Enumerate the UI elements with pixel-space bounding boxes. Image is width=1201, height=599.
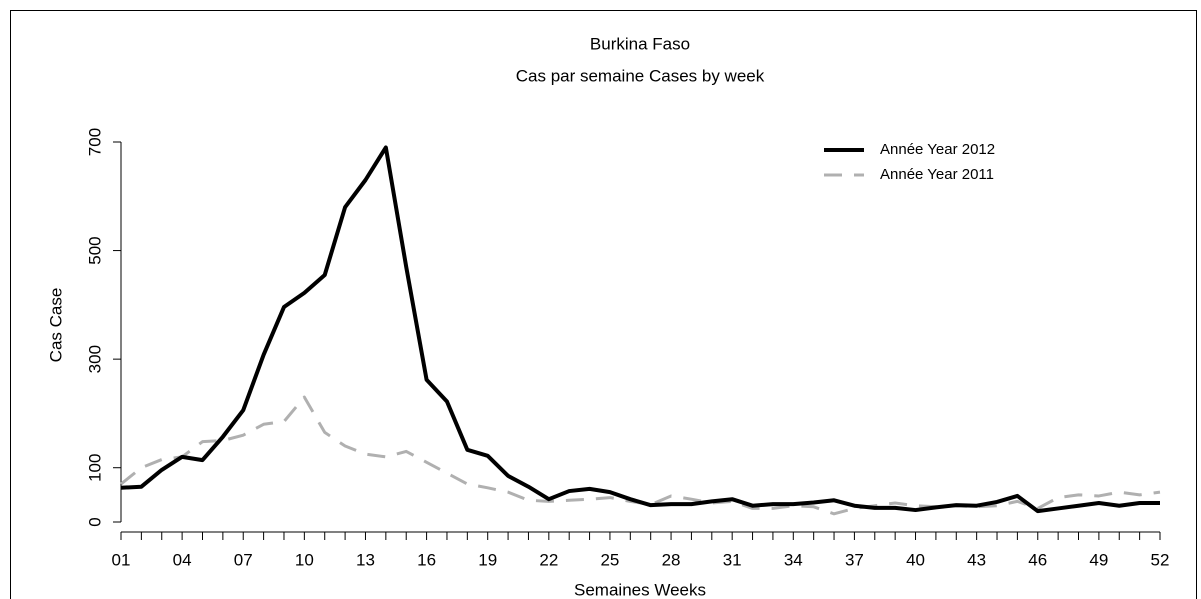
x-tick-label: 04 — [173, 550, 192, 569]
y-tick-label: 0 — [85, 517, 104, 526]
x-tick-label: 07 — [234, 550, 253, 569]
legend-label: Année Year 2011 — [880, 166, 994, 183]
y-tick-label: 500 — [85, 236, 104, 264]
x-tick-label: 46 — [1028, 550, 1047, 569]
x-tick-label: 19 — [478, 550, 497, 569]
y-axis-label: Cas Case — [46, 288, 65, 363]
series-line — [120, 145, 1160, 514]
series-line — [120, 395, 1161, 516]
x-tick-label: 13 — [356, 550, 375, 569]
chart-subtitle: Cas par semaine Cases by week — [516, 66, 765, 85]
x-tick-label: 16 — [417, 550, 436, 569]
y-tick-label: 700 — [85, 128, 104, 156]
x-tick-label: 10 — [295, 550, 314, 569]
x-tick-label: 31 — [723, 550, 742, 569]
x-tick-label: 28 — [662, 550, 681, 569]
x-tick-label: 40 — [906, 550, 925, 569]
x-tick-label: 37 — [845, 550, 864, 569]
x-tick-label: 01 — [112, 550, 131, 569]
y-tick-label: 100 — [85, 454, 104, 482]
x-tick-label: 34 — [784, 550, 803, 569]
x-tick-label: 43 — [967, 550, 986, 569]
legend-label: Année Year 2012 — [880, 141, 995, 158]
chart-title: Burkina Faso — [590, 34, 690, 53]
x-axis-label: Semaines Weeks — [574, 580, 706, 599]
x-tick-label: 52 — [1151, 550, 1170, 569]
x-tick-label: 49 — [1089, 550, 1108, 569]
frame — [10, 10, 1197, 599]
x-tick-label: 22 — [539, 550, 558, 569]
y-tick-label: 300 — [85, 345, 104, 373]
x-tick-label: 25 — [600, 550, 619, 569]
